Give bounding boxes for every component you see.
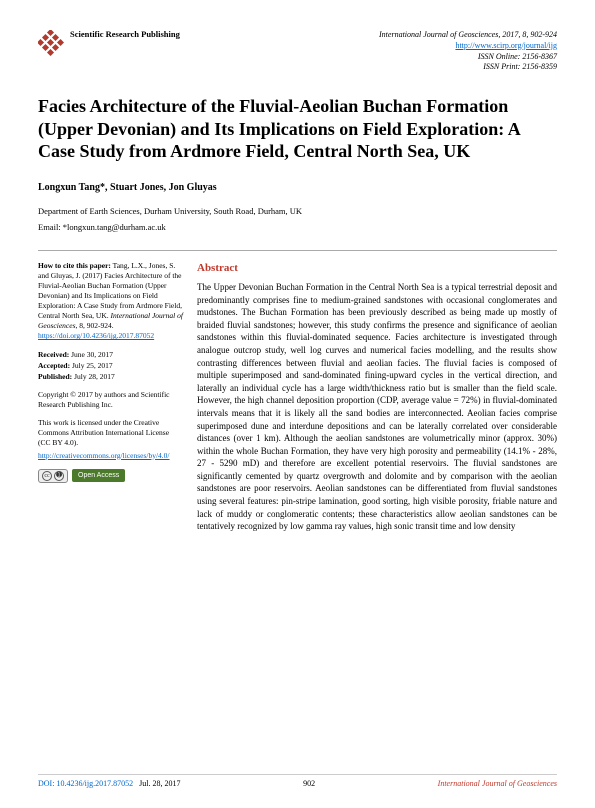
page-footer: DOI: 10.4236/ijg.2017.87052 Jul. 28, 201… <box>38 774 557 788</box>
license-badges: cc ➊ Open Access <box>38 469 183 483</box>
page-header: Scientific Research Publishing Internati… <box>38 30 557 73</box>
issn-print: ISSN Print: 2156-8359 <box>379 62 557 73</box>
citation-block: How to cite this paper: Tang, L.X., Jone… <box>38 261 183 342</box>
email-line: Email: *longxun.tang@durham.ac.uk <box>38 222 557 232</box>
abstract-heading: Abstract <box>197 261 557 276</box>
cite-head: How to cite this paper: <box>38 261 111 270</box>
footer-doi[interactable]: DOI: 10.4236/ijg.2017.87052 <box>38 779 133 788</box>
publisher-logo: Scientific Research Publishing <box>38 30 180 73</box>
publisher-name: Scientific Research Publishing <box>70 30 180 40</box>
open-access-badge: Open Access <box>72 469 125 482</box>
logo-icon <box>38 30 64 56</box>
copyright-2: This work is licensed under the Creative… <box>38 418 183 448</box>
abstract-body: The Upper Devonian Buchan Formation in t… <box>197 281 557 533</box>
journal-vol: 2017, 8, 902-924 <box>502 30 557 39</box>
divider <box>38 250 557 251</box>
cc-icon: cc ➊ <box>38 469 68 483</box>
copyright-1: Copyright © 2017 by authors and Scientif… <box>38 390 183 410</box>
email-label: Email: <box>38 222 61 232</box>
dates-block: Received: June 30, 2017 Accepted: July 2… <box>38 350 183 382</box>
journal-url[interactable]: http://www.scirp.org/journal/ijg <box>455 41 557 50</box>
authors: Longxun Tang*, Stuart Jones, Jon Gluyas <box>38 181 557 194</box>
footer-date: Jul. 28, 2017 <box>139 779 180 788</box>
issn-online: ISSN Online: 2156-8367 <box>379 52 557 63</box>
license-url[interactable]: http://creativecommons.org/licenses/by/4… <box>38 451 170 460</box>
received-date: June 30, 2017 <box>71 350 113 359</box>
email-value: *longxun.tang@durham.ac.uk <box>63 222 166 232</box>
published-label: Published: <box>38 372 72 381</box>
cite-doi[interactable]: https://doi.org/10.4236/ijg.2017.87052 <box>38 331 154 340</box>
accepted-date: July 25, 2017 <box>72 361 113 370</box>
cite-vol: , 8, 902-924. <box>75 321 113 330</box>
content-columns: How to cite this paper: Tang, L.X., Jone… <box>38 261 557 533</box>
journal-name: International Journal of Geosciences <box>379 30 498 39</box>
abstract-column: Abstract The Upper Devonian Buchan Forma… <box>197 261 557 533</box>
footer-page: 902 <box>303 779 315 788</box>
accepted-label: Accepted: <box>38 361 70 370</box>
received-label: Received: <box>38 350 69 359</box>
affiliation: Department of Earth Sciences, Durham Uni… <box>38 206 557 218</box>
paper-title: Facies Architecture of the Fluvial-Aeoli… <box>38 95 557 163</box>
footer-journal: International Journal of Geosciences <box>438 779 557 788</box>
sidebar: How to cite this paper: Tang, L.X., Jone… <box>38 261 183 533</box>
published-date: July 28, 2017 <box>74 372 115 381</box>
header-meta: International Journal of Geosciences, 20… <box>379 30 557 73</box>
